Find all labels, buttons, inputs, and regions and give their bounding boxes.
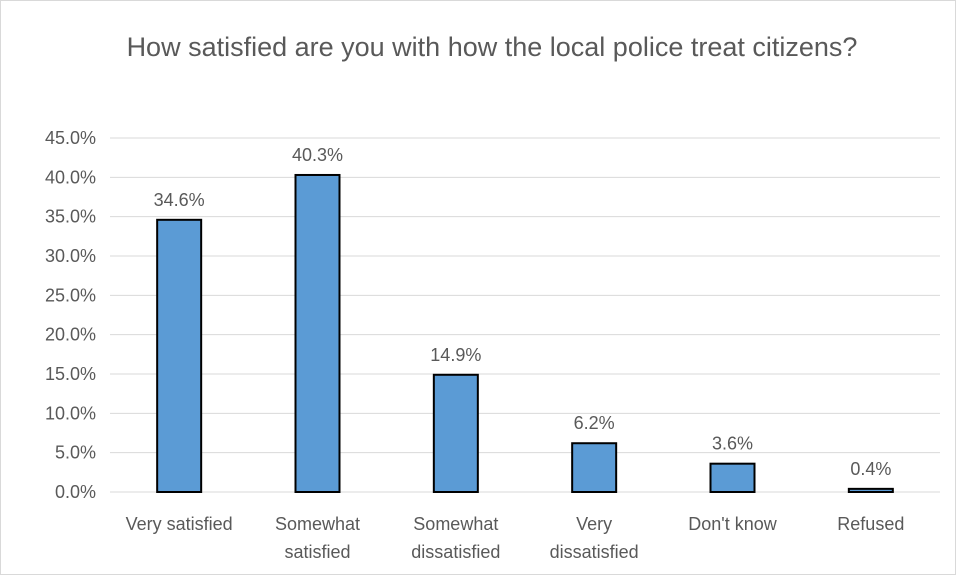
y-tick-label: 0.0% [55,482,96,502]
chart-title: How satisfied are you with how the local… [126,32,858,62]
data-label: 40.3% [292,145,343,165]
category-label: Somewhat [275,514,360,534]
bar [709,462,756,493]
bar [156,218,203,494]
y-tick-label: 35.0% [45,207,96,227]
bar [847,487,894,493]
y-tick-label: 10.0% [45,403,96,423]
y-tick-label: 40.0% [45,167,96,187]
category-label: Don't know [688,514,777,534]
category-label: dissatisfied [411,542,500,562]
category-label: Somewhat [413,514,498,534]
y-tick-label: 30.0% [45,246,96,266]
y-tick-label: 20.0% [45,325,96,345]
bar [294,173,341,493]
category-label: Very satisfied [126,514,233,534]
bar [571,442,618,493]
data-label: 0.4% [850,459,891,479]
y-tick-label: 5.0% [55,443,96,463]
y-tick-label: 15.0% [45,364,96,384]
category-label: satisfied [284,542,350,562]
category-label: Refused [837,514,904,534]
y-tick-label: 45.0% [45,128,96,148]
bar [432,373,479,493]
category-label: dissatisfied [550,542,639,562]
y-tick-label: 25.0% [45,285,96,305]
data-label: 3.6% [712,434,753,454]
data-label: 6.2% [574,413,615,433]
category-label: Very [576,514,612,534]
data-label: 34.6% [154,190,205,210]
data-label: 14.9% [430,345,481,365]
